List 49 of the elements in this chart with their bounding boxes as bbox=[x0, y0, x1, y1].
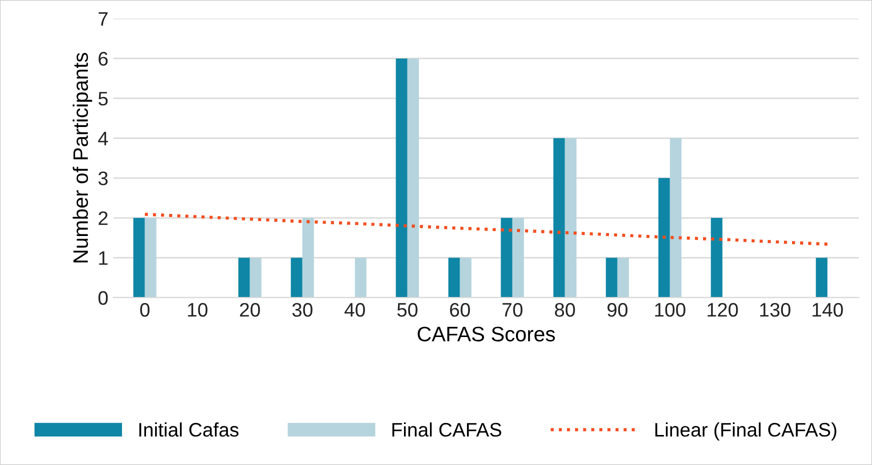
y-tick-label: 1 bbox=[99, 251, 108, 265]
bar bbox=[500, 218, 512, 298]
bar bbox=[354, 258, 366, 298]
x-axis-title: CAFAS Scores bbox=[418, 326, 555, 342]
x-tick-label: 0 bbox=[140, 302, 150, 317]
bar bbox=[133, 218, 145, 298]
x-tick-label: 60 bbox=[450, 302, 470, 317]
legend-label: Final CAFAS bbox=[392, 422, 502, 437]
x-tick-label: 80 bbox=[554, 302, 575, 317]
bar bbox=[460, 258, 472, 298]
bar bbox=[144, 218, 156, 298]
legend-label: Initial Cafas bbox=[139, 422, 238, 437]
x-tick-label: 120 bbox=[708, 302, 738, 317]
bar bbox=[512, 218, 524, 298]
bar bbox=[617, 258, 629, 298]
y-tick-label: 0 bbox=[98, 291, 108, 305]
x-tick-label: 100 bbox=[655, 302, 686, 317]
y-tick-label: 3 bbox=[98, 171, 108, 186]
bar bbox=[407, 58, 419, 298]
bar bbox=[670, 138, 682, 298]
legend-label: Linear (Final CAFAS) bbox=[655, 422, 836, 441]
y-tick-label: 6 bbox=[98, 52, 108, 66]
bar bbox=[658, 178, 670, 298]
y-axis-title: Number of Participants bbox=[72, 52, 92, 262]
bar bbox=[396, 58, 408, 298]
x-tick-label: 70 bbox=[502, 302, 522, 317]
bar bbox=[448, 258, 460, 298]
x-tick-label: 130 bbox=[760, 302, 790, 317]
bar bbox=[564, 138, 576, 298]
x-tick-label: 40 bbox=[344, 302, 365, 317]
x-tick-label: 50 bbox=[397, 302, 418, 317]
y-tick-label: 7 bbox=[98, 12, 108, 26]
line-series bbox=[143, 212, 829, 246]
bar bbox=[606, 258, 618, 298]
x-tick-label: 20 bbox=[240, 302, 260, 317]
bar bbox=[302, 218, 314, 298]
bar bbox=[710, 218, 722, 298]
x-tick-label: 30 bbox=[292, 302, 312, 317]
x-tick-label: 10 bbox=[188, 302, 208, 317]
x-tick-label: 90 bbox=[608, 302, 628, 317]
bar bbox=[553, 138, 565, 298]
bar bbox=[238, 258, 250, 298]
x-tick-label: 140 bbox=[812, 302, 843, 317]
bar bbox=[816, 258, 828, 298]
y-tick-label: 5 bbox=[98, 92, 108, 106]
bar bbox=[250, 258, 262, 298]
y-tick-label: 4 bbox=[98, 132, 108, 146]
y-tick-label: 2 bbox=[98, 211, 108, 225]
bar bbox=[290, 258, 302, 298]
